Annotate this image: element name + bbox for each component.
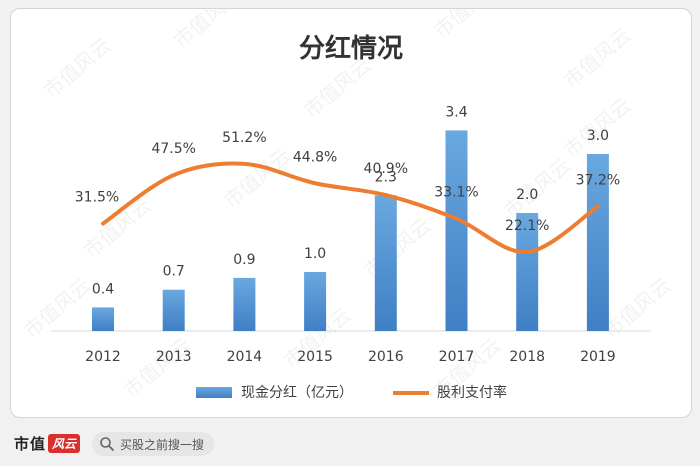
line-value-label: 44.8% (293, 149, 337, 165)
line-value-label: 22.1% (505, 218, 549, 234)
watermark-text: 市值风云 (599, 273, 676, 343)
line-value-label: 31.5% (75, 190, 119, 206)
legend-bar-label: 现金分红（亿元） (241, 385, 353, 401)
bar-value-label: 2.0 (516, 187, 538, 203)
brand-name: 市值 (14, 435, 47, 453)
chart-title: 分红情况 (299, 33, 403, 64)
watermark-text: 市值风云 (119, 333, 196, 403)
x-tick-label: 2015 (297, 349, 333, 365)
chart-card: 市值风云 市值风云 市值风云 市值风云 市值风云 市值风云 市值风云 市值风云 市值风云 市值风云… (10, 8, 692, 418)
line-value-label: 33.1% (434, 185, 478, 201)
x-tick-label: 2017 (439, 349, 475, 365)
bar (92, 307, 114, 331)
bar (586, 154, 609, 331)
watermark-text: 市值风云 (359, 213, 436, 283)
watermark-text: 市值风云 (429, 9, 506, 43)
brand-badge: 风云 (48, 434, 81, 453)
x-tick-label: 2019 (580, 349, 616, 365)
line-value-label: 37.2% (576, 172, 620, 188)
line-value-label: 47.5% (151, 141, 195, 157)
watermark-text: 市值风云 (219, 143, 296, 213)
bar (162, 289, 185, 331)
line-value-label: 51.2% (222, 130, 266, 146)
watermark-text: 市值风云 (559, 23, 636, 93)
watermark-text: 市值风云 (19, 273, 96, 343)
bar-value-label: 1.0 (304, 246, 326, 262)
bar-value-label: 2.3 (375, 169, 397, 185)
bar (304, 272, 327, 331)
bar-value-label: 0.7 (163, 264, 185, 280)
bar-value-label: 3.0 (587, 128, 609, 144)
bar-value-label: 0.9 (233, 252, 255, 268)
search-placeholder: 买股之前搜一搜 (120, 437, 205, 452)
watermark-text: 市值风云 (169, 9, 246, 53)
bar-value-label: 3.4 (445, 104, 467, 120)
bar (374, 195, 397, 331)
watermark-text: 市值风云 (39, 33, 116, 103)
bar (233, 277, 256, 331)
x-tick-label: 2018 (509, 349, 545, 365)
bar (516, 213, 539, 331)
legend-bar-swatch (196, 387, 232, 398)
search-icon (100, 437, 114, 451)
bar (445, 130, 468, 331)
brand-logo: 市值 风云 (14, 433, 81, 454)
x-tick-label: 2014 (227, 349, 263, 365)
legend-line-label: 股利支付率 (437, 384, 507, 401)
bar-value-label: 0.4 (92, 281, 114, 297)
search-box[interactable]: 买股之前搜一搜 (92, 432, 214, 456)
payout-ratio-line (101, 161, 600, 255)
x-tick-label: 2013 (156, 349, 192, 365)
x-tick-label: 2016 (368, 349, 404, 365)
x-tick-label: 2012 (85, 349, 121, 365)
line-value-label: 40.9% (364, 161, 408, 177)
footer: 市值 风云 买股之前搜一搜 (0, 424, 700, 466)
